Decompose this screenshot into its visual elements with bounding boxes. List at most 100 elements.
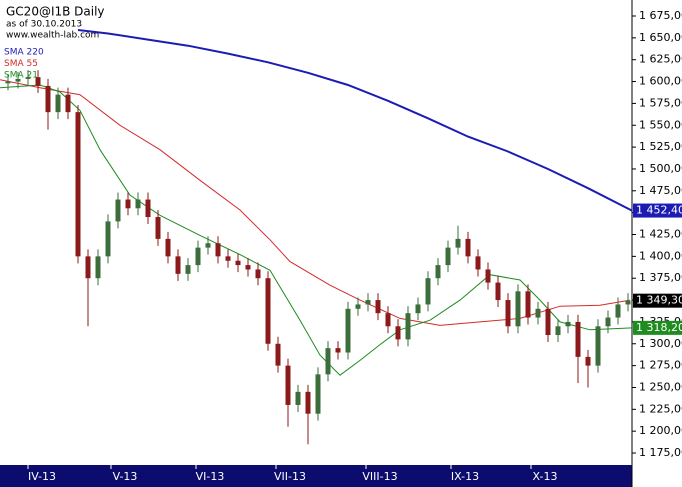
candle-body: [145, 199, 151, 218]
candle-body: [555, 326, 561, 336]
y-tick-label: 1 200,00: [639, 424, 682, 437]
y-tick-label: 1 625,00: [639, 53, 682, 66]
y-tick-label: 1 550,00: [639, 118, 682, 131]
price-label: 1 318,20: [636, 321, 682, 334]
candle-body: [125, 199, 131, 209]
candle-body: [185, 265, 191, 274]
candle-body: [35, 77, 41, 86]
candle-body: [305, 391, 311, 414]
candle-body: [425, 278, 431, 305]
candle-body: [265, 278, 271, 344]
x-tick-label: X-13: [533, 470, 558, 483]
candle-body: [175, 256, 181, 274]
price-label: 1 452,40: [636, 204, 682, 217]
candle-body: [5, 81, 11, 84]
legend-entry: SMA 220: [4, 48, 44, 58]
x-tick-label: IX-13: [451, 470, 479, 483]
candle-body: [445, 247, 451, 266]
sma-line: [77, 29, 633, 212]
price-label-box: [633, 320, 682, 335]
y-tick-label: 1 475,00: [639, 184, 682, 197]
candle-body: [535, 308, 541, 318]
price-label-box: [633, 203, 682, 218]
x-tick-label: IV-13: [28, 470, 56, 483]
candle-body: [475, 256, 481, 270]
candle-body: [295, 391, 301, 405]
candle-body: [225, 256, 231, 261]
y-tick-label: 1 600,00: [639, 75, 682, 88]
x-tick-label: VIII-13: [362, 470, 397, 483]
legend-entry: SMA 55: [4, 59, 38, 69]
candle-body: [385, 313, 391, 327]
candle-body: [345, 308, 351, 353]
y-tick-label: 1 250,00: [639, 380, 682, 393]
candle-body: [105, 221, 111, 257]
chart-subtitle: as of 30.10.2013: [6, 20, 82, 30]
y-tick-label: 1 425,00: [639, 228, 682, 241]
candle-body: [235, 260, 241, 266]
candle-body: [65, 94, 71, 113]
candle-body: [415, 304, 421, 314]
candle-body: [455, 238, 461, 248]
candle-body: [615, 304, 621, 318]
y-tick-label: 1 175,00: [639, 446, 682, 459]
candle-body: [395, 326, 401, 340]
candle-body: [365, 300, 371, 305]
candle-body: [115, 199, 121, 222]
candle-body: [405, 313, 411, 340]
candle-body: [545, 308, 551, 336]
price-label-box: [633, 293, 682, 308]
y-tick-label: 1 400,00: [639, 249, 682, 262]
candle-body: [505, 300, 511, 327]
candle-body: [75, 112, 81, 257]
source: www.wealth-lab.com: [6, 31, 99, 41]
candle-body: [215, 243, 221, 257]
candle-body: [375, 300, 381, 314]
candle-body: [565, 321, 571, 327]
candle-body: [195, 247, 201, 266]
candle-body: [625, 300, 631, 305]
candle-body: [205, 243, 211, 248]
y-tick-label: 1 575,00: [639, 96, 682, 109]
candle-body: [135, 199, 141, 209]
y-tick-label: 1 650,00: [639, 31, 682, 44]
y-tick-label: 1 525,00: [639, 140, 682, 153]
candle-body: [525, 291, 531, 318]
y-tick-label: 1 675,00: [639, 9, 682, 22]
x-axis-band: [0, 465, 632, 487]
x-tick-label: V-13: [113, 470, 138, 483]
chart-title: GC20@I1B Daily: [6, 5, 105, 19]
candle-body: [605, 317, 611, 327]
candle-body: [325, 348, 331, 375]
candle-body: [585, 356, 591, 366]
candle-body: [45, 85, 51, 113]
candle-body: [255, 269, 261, 279]
legend-entry: SMA 21: [4, 71, 38, 81]
y-tick-label: 1 225,00: [639, 402, 682, 415]
y-tick-label: 1 300,00: [639, 337, 682, 350]
candle-body: [595, 326, 601, 366]
x-tick-label: VII-13: [274, 470, 306, 483]
candle-body: [285, 365, 291, 405]
candle-body: [575, 321, 581, 357]
candle-body: [165, 238, 171, 257]
candle-body: [245, 265, 251, 270]
candle-body: [85, 256, 91, 279]
candle-body: [55, 94, 61, 113]
candle-body: [315, 374, 321, 414]
x-tick-label: VI-13: [196, 470, 225, 483]
candle-body: [25, 77, 31, 79]
candle-body: [465, 238, 471, 257]
candle-body: [275, 343, 281, 366]
candle-body: [15, 78, 21, 82]
candle-body: [495, 282, 501, 301]
candle-body: [485, 269, 491, 283]
y-tick-label: 1 275,00: [639, 359, 682, 372]
price-label: 1 349,30: [636, 294, 682, 307]
candle-body: [515, 291, 521, 327]
y-tick-label: 1 375,00: [639, 271, 682, 284]
candle-body: [95, 256, 101, 279]
candle-body: [335, 348, 341, 353]
